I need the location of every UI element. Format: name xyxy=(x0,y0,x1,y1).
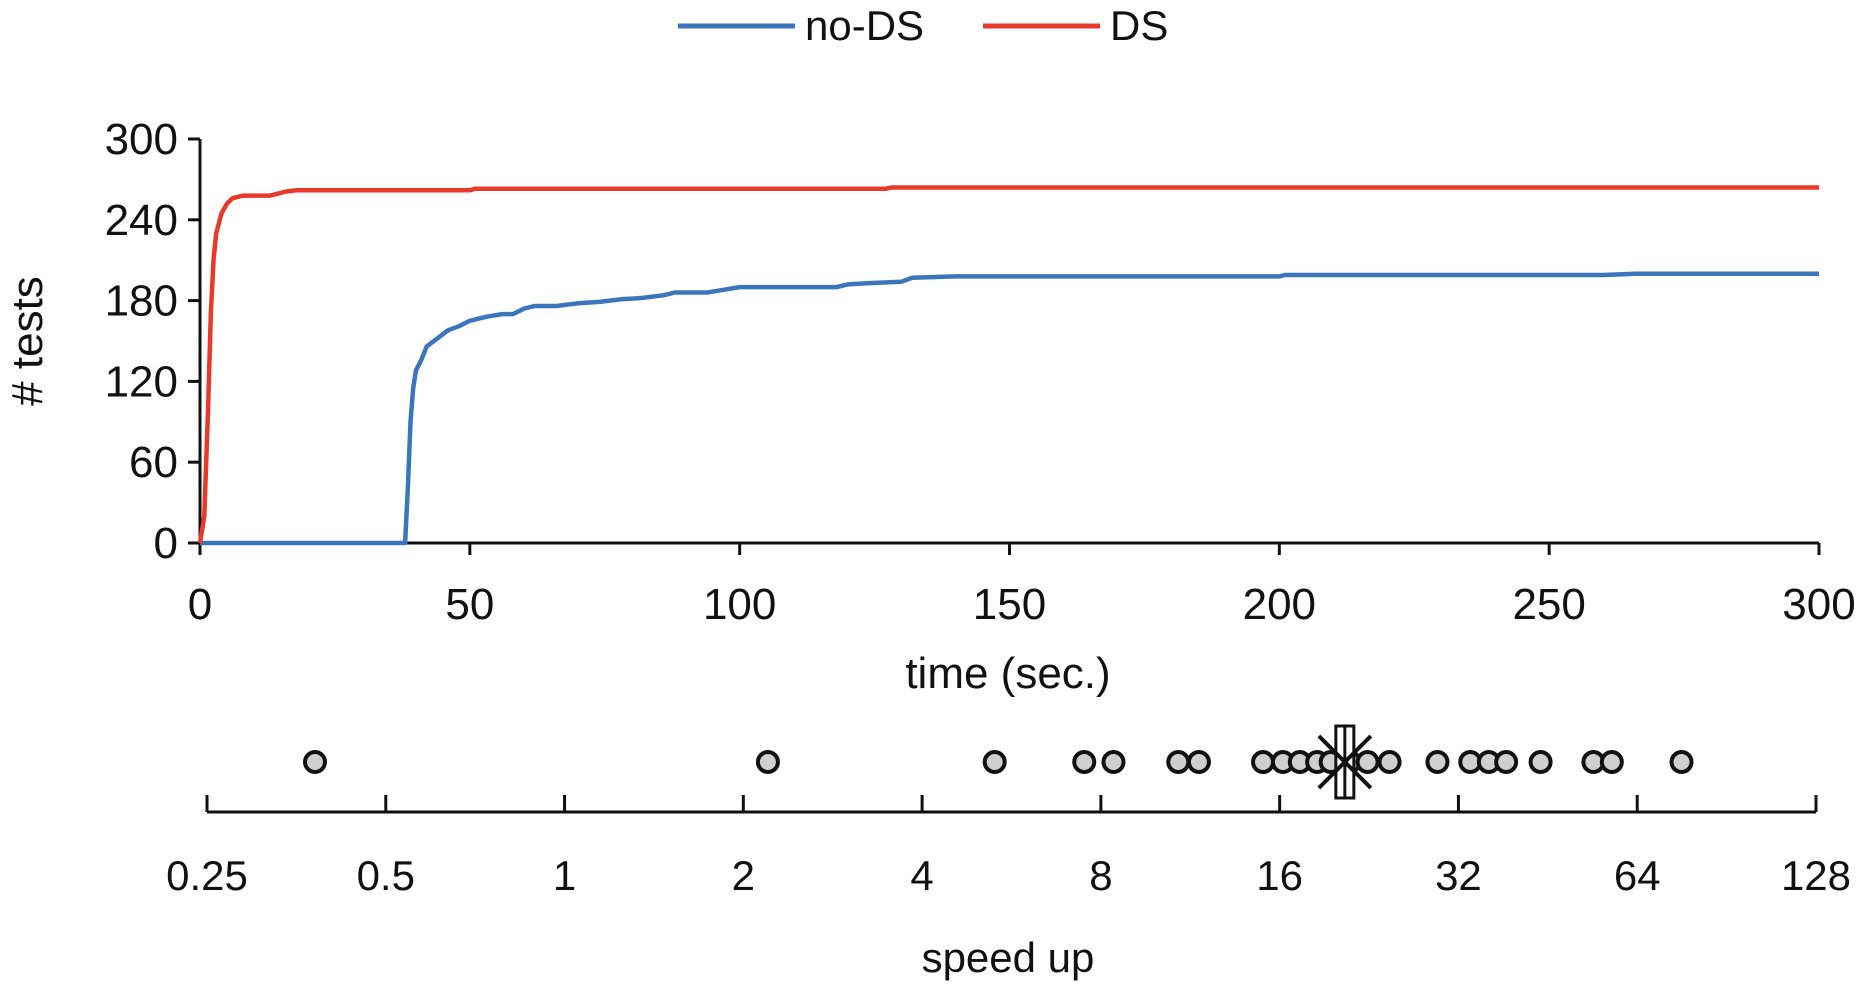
speedup-point xyxy=(1251,750,1276,774)
x-tick-label: 250 xyxy=(1512,580,1585,629)
speedup-points xyxy=(302,724,1694,800)
mean-cross-b xyxy=(1317,734,1373,790)
x-tick-label: 150 xyxy=(973,580,1046,629)
speedup-tick-label: 128 xyxy=(1781,852,1851,899)
speedup-ticks: 0.25 0.5 1 2 4 8 16 32 64 128 xyxy=(166,795,1851,899)
speedup-tick-label: 0.5 xyxy=(357,852,415,899)
legend-label-no-ds: no-DS xyxy=(805,2,924,49)
x-tick-label: 300 xyxy=(1782,580,1855,629)
x-tick-label: 200 xyxy=(1243,580,1316,629)
series-line-ds xyxy=(197,185,1819,544)
speedup-point xyxy=(1494,750,1519,774)
speedup-tick-label: 16 xyxy=(1256,852,1303,899)
legend: no-DS DS xyxy=(678,2,1168,49)
x-axis-label: time (sec.) xyxy=(905,649,1110,698)
speedup-tick-label: 4 xyxy=(910,852,933,899)
speedup-point xyxy=(1072,750,1097,774)
x-tick-label: 100 xyxy=(703,580,776,629)
speedup-tick-label: 32 xyxy=(1435,852,1482,899)
y-tick-label: 0 xyxy=(154,519,178,568)
line-chart: 0 50 100 150 200 250 300 0 60 120 180 240 300 # test… xyxy=(3,115,1856,698)
line-chart-series xyxy=(197,185,1819,546)
speedup-axis-label: speed up xyxy=(922,934,1095,981)
series-line-no-ds xyxy=(200,271,1819,546)
speedup-point xyxy=(1425,750,1450,774)
speedup-point xyxy=(982,750,1007,774)
y-tick-label: 120 xyxy=(105,357,178,406)
speedup-point xyxy=(1355,750,1380,774)
y-axis-label: # tests xyxy=(3,276,52,406)
speedup-point xyxy=(1377,750,1402,774)
x-tick-label: 50 xyxy=(445,580,494,629)
y-tick-label: 300 xyxy=(105,115,178,164)
speedup-point xyxy=(1528,750,1553,774)
speedup-point xyxy=(302,750,327,774)
x-tick-label: 0 xyxy=(188,580,212,629)
speedup-point xyxy=(1166,750,1191,774)
line-chart-ticks: 0 50 100 150 200 250 300 0 60 120 180 240 300 xyxy=(105,115,1856,629)
median-marker xyxy=(1317,724,1373,800)
speedup-tick-label: 2 xyxy=(732,852,755,899)
y-tick-label: 60 xyxy=(129,438,178,487)
speedup-point xyxy=(1669,750,1694,774)
speedup-chart: 0.25 0.5 1 2 4 8 16 32 64 128 speed up xyxy=(166,724,1851,981)
legend-label-ds: DS xyxy=(1110,2,1168,49)
speedup-point xyxy=(1599,750,1624,774)
speedup-tick-label: 64 xyxy=(1614,852,1661,899)
speedup-tick-label: 0.25 xyxy=(166,852,248,899)
speedup-point xyxy=(1186,750,1211,774)
y-tick-label: 180 xyxy=(105,277,178,326)
speedup-tick-label: 8 xyxy=(1089,852,1112,899)
speedup-point xyxy=(1101,750,1126,774)
y-tick-label: 240 xyxy=(105,196,178,245)
speedup-tick-label: 1 xyxy=(553,852,576,899)
speedup-point xyxy=(755,750,780,774)
